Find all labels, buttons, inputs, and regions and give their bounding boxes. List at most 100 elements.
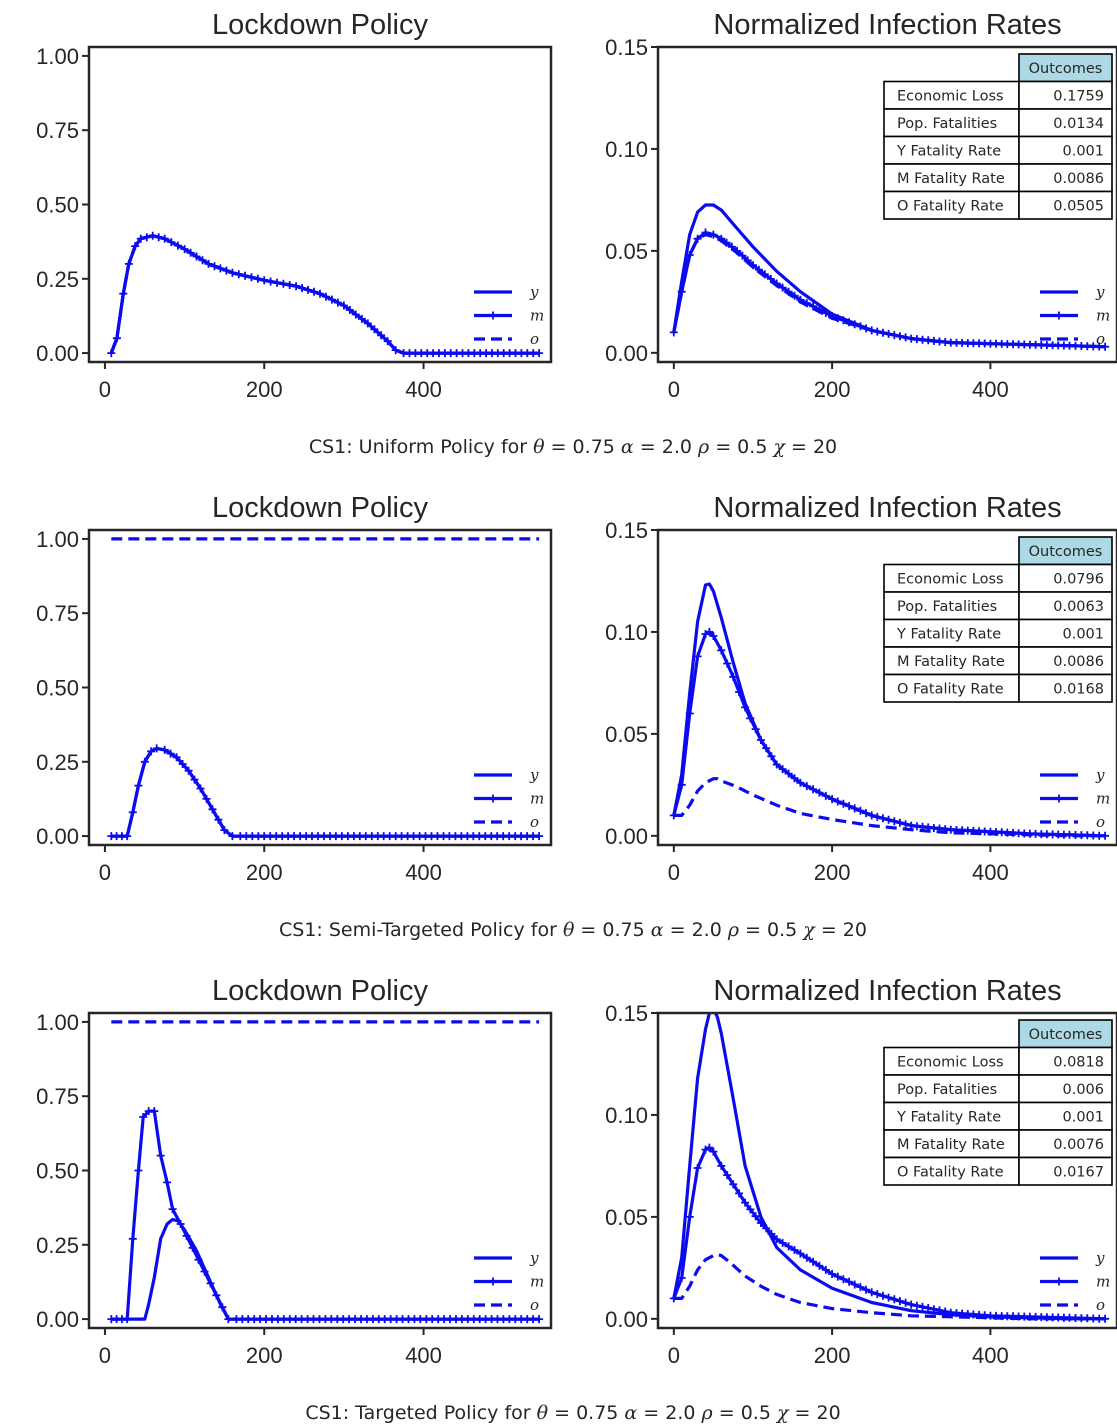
series-m-marker — [762, 1224, 771, 1233]
series-m-marker — [790, 774, 799, 783]
series-m-marker — [815, 1261, 824, 1270]
y-tick-label: 0.50 — [36, 1159, 79, 1184]
infection-panel: Normalized Infection Rates 0.00 0.05 0.10 0.… — [605, 975, 1117, 1368]
y-tick-label: 0.50 — [36, 193, 79, 218]
series-m-marker — [214, 815, 223, 824]
series-m-marker — [208, 805, 217, 814]
series-o-line — [673, 777, 1106, 838]
legend-m-marker — [489, 1277, 497, 1286]
y-tick-label: 0.10 — [605, 137, 648, 162]
series-m-marker — [717, 646, 726, 655]
series-m-marker — [212, 1291, 221, 1300]
series-m-marker — [123, 832, 132, 841]
table-row-value-cell — [1018, 1129, 1113, 1159]
series-m-marker — [182, 1231, 191, 1240]
series-m-marker — [194, 1255, 203, 1264]
y-tick-label: 0.15 — [605, 518, 648, 543]
series-m-marker — [705, 1143, 714, 1152]
panel-title: Lockdown Policy — [212, 975, 428, 1007]
y-tick-label: 0.25 — [36, 750, 79, 775]
series-m-marker — [152, 744, 161, 753]
series-o-line — [109, 234, 540, 355]
series-m-marker — [206, 1279, 215, 1288]
table-row-value: 0.001 — [1062, 1110, 1104, 1126]
series-m-marker — [809, 1257, 818, 1266]
caption-param-symbol: χ — [771, 1402, 790, 1424]
table-header-label: Outcomes — [1029, 61, 1103, 77]
legend-m-marker — [489, 311, 497, 320]
series-m-marker — [879, 814, 887, 823]
legend: ymo — [474, 283, 544, 348]
series-group — [107, 231, 544, 358]
legend: ymo — [1040, 766, 1110, 831]
caption-param-symbol: α — [645, 919, 664, 941]
legend-o-label: o — [1096, 1296, 1105, 1314]
table-row-label-cell — [883, 135, 1020, 165]
series-m-marker — [717, 1161, 726, 1170]
series-m-marker — [677, 780, 686, 789]
x-tick-label: 200 — [246, 860, 283, 885]
series-m-line — [111, 1109, 540, 1321]
legend: ymo — [474, 766, 544, 831]
caption-param-symbol: θ — [563, 919, 575, 941]
series-m-line — [672, 230, 1106, 349]
series-m-marker — [833, 1272, 842, 1281]
series-m-marker — [168, 1205, 177, 1214]
series-m-marker — [693, 1164, 702, 1172]
panel-title: Lockdown Policy — [212, 492, 428, 524]
legend: ymo — [1040, 1249, 1110, 1314]
table-header-cell — [1018, 53, 1113, 83]
legend-m-marker — [1055, 1277, 1063, 1286]
series-m-marker — [839, 1275, 848, 1284]
series-m-marker — [176, 1220, 185, 1228]
series-m-marker — [772, 760, 781, 769]
series-m-marker — [160, 745, 169, 754]
x-tick-label: 200 — [814, 860, 851, 885]
series-m-marker — [802, 782, 811, 791]
series-m-marker — [751, 1212, 760, 1221]
y-tick-label: 0.00 — [605, 341, 648, 366]
series-o-line — [672, 233, 1106, 349]
series-o-line — [673, 1252, 1106, 1321]
legend-m-label: m — [1096, 307, 1110, 325]
series-m-marker — [918, 1302, 927, 1311]
table-row-label: O Fatality Rate — [897, 682, 1004, 698]
series-m-marker — [723, 1171, 732, 1180]
legend-m-marker — [1055, 311, 1063, 320]
table-row-value: 0.001 — [1062, 144, 1104, 160]
table-row-label: O Fatality Rate — [897, 199, 1004, 215]
series-m-marker — [890, 817, 899, 826]
panel-title: Normalized Infection Rates — [713, 9, 1061, 41]
series-m-marker — [150, 1107, 159, 1116]
series-m-marker — [895, 1297, 904, 1306]
table-row-value: 0.0168 — [1053, 682, 1104, 698]
series-m-marker — [218, 1303, 227, 1312]
legend-y-label: y — [529, 283, 539, 301]
axes-frame — [656, 1011, 1117, 1330]
caption-param-value: = 0.75 — [574, 919, 644, 941]
legend-o-label: o — [1096, 330, 1105, 348]
row-caption: CS1: Semi-Targeted Policy for θ = 0.75 α… — [279, 919, 867, 941]
legend-o-label: o — [530, 330, 539, 348]
legend-m-label: m — [1096, 1273, 1110, 1291]
series-m-marker — [884, 815, 893, 824]
x-tick-label: 0 — [668, 377, 680, 402]
series-m-marker — [147, 747, 156, 756]
y-tick-label: 0.15 — [605, 1001, 648, 1026]
series-m-marker — [123, 1315, 132, 1324]
series-m-marker — [709, 1147, 718, 1156]
x-tick-label: 0 — [99, 1343, 111, 1368]
series-m-marker — [884, 1293, 893, 1302]
table-row-value-cell — [1018, 163, 1113, 193]
table-header-label: Outcomes — [1029, 544, 1103, 560]
series-m-marker — [828, 795, 837, 804]
table-row-value: 0.006 — [1062, 1082, 1104, 1098]
series-m-marker — [190, 775, 199, 784]
series-m-marker — [839, 316, 848, 325]
x-tick-label: 0 — [668, 1343, 680, 1368]
table-row-value: 0.0796 — [1053, 572, 1104, 588]
series-m-marker — [796, 1249, 805, 1258]
table-row-value-cell — [1018, 673, 1113, 703]
table-row-value: 0.1759 — [1053, 89, 1104, 105]
series-m-marker — [778, 1238, 787, 1247]
